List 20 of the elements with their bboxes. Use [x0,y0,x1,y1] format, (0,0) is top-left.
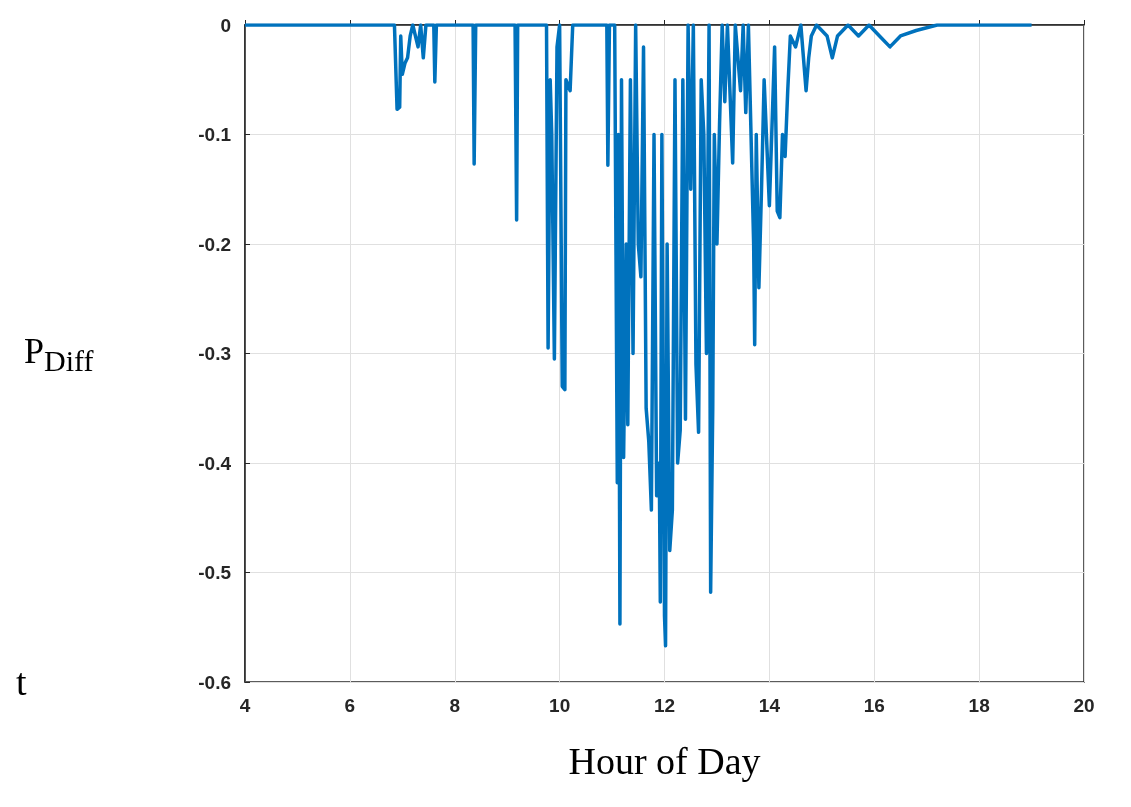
y-tick-label: -0.6 [198,671,231,693]
x-tick-label: 4 [239,695,251,716]
x-axis-title: Hour of Day [568,740,761,782]
x-tick-label: 14 [758,695,781,716]
x-tick-label: 10 [549,695,571,716]
y-tick-label: -0.2 [198,233,231,255]
x-tick-label: 6 [344,695,356,716]
x-tick-label: 12 [653,695,676,716]
x-tick-label: 8 [449,695,461,716]
y-tick-label: -0.5 [198,562,232,583]
y-axis-title: P$_{Diff}$ [24,330,94,379]
y-tick-label: -0.1 [198,124,232,145]
text: t [16,661,27,703]
x-tick-label: 18 [968,695,990,716]
y-tick-label: -0.4 [198,452,232,474]
line-series [243,23,1034,648]
x-tick-label: 16 [863,695,885,716]
y-tick-label: 0 [220,14,231,36]
x-tick-label: 20 [1073,695,1095,716]
y-tick-label: -0.3 [198,343,231,364]
